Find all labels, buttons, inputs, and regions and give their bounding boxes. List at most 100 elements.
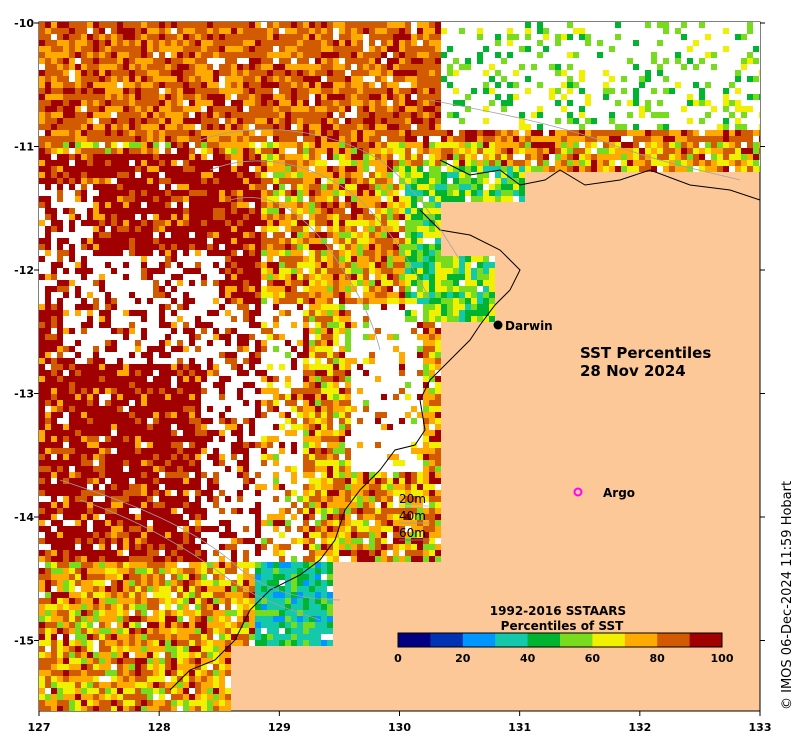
sst-cell	[597, 100, 603, 106]
sst-cell	[363, 136, 369, 142]
sst-cell	[375, 328, 381, 334]
sst-cell	[735, 58, 741, 64]
sst-cell	[171, 118, 177, 124]
sst-cell	[651, 142, 657, 148]
sst-cell	[543, 82, 549, 88]
sst-cell	[87, 58, 93, 64]
sst-cell	[501, 70, 507, 76]
sst-cell	[153, 184, 159, 190]
sst-cell	[243, 322, 249, 328]
sst-cell	[213, 238, 219, 244]
sst-cell	[549, 46, 555, 52]
sst-cell	[417, 148, 423, 154]
sst-cell	[663, 88, 669, 94]
sst-cell	[627, 160, 633, 166]
sst-cell	[69, 208, 75, 214]
sst-cell	[387, 190, 393, 196]
sst-cell	[303, 58, 309, 64]
sst-cell	[453, 160, 459, 166]
sst-cell	[285, 76, 291, 82]
sst-cell	[249, 292, 255, 298]
sst-cell	[111, 322, 117, 328]
sst-cell	[327, 250, 333, 256]
sst-cell	[435, 322, 441, 328]
sst-cell	[159, 190, 165, 196]
sst-cell	[315, 196, 321, 202]
sst-cell	[189, 316, 195, 322]
sst-cell	[117, 124, 123, 130]
sst-cell	[267, 40, 273, 46]
sst-cell	[369, 118, 375, 124]
sst-cell	[753, 142, 759, 148]
sst-cell	[327, 148, 333, 154]
sst-cell	[255, 328, 261, 334]
sst-cell	[477, 70, 483, 76]
sst-cell	[381, 262, 387, 268]
sst-cell	[477, 136, 483, 142]
sst-cell	[477, 316, 483, 322]
sst-cell	[381, 154, 387, 160]
sst-cell	[243, 172, 249, 178]
sst-cell	[345, 310, 351, 316]
sst-cell	[345, 118, 351, 124]
sst-cell	[291, 112, 297, 118]
sst-cell	[615, 34, 621, 40]
sst-cell	[207, 208, 213, 214]
sst-cell	[321, 76, 327, 82]
sst-cell	[405, 214, 411, 220]
sst-cell	[339, 142, 345, 148]
sst-cell	[273, 262, 279, 268]
sst-cell	[231, 250, 237, 256]
sst-cell	[237, 52, 243, 58]
sst-cell	[249, 316, 255, 322]
sst-cell	[327, 142, 333, 148]
sst-cell	[603, 142, 609, 148]
sst-cell	[441, 268, 447, 274]
sst-cell	[615, 112, 621, 118]
sst-cell	[105, 190, 111, 196]
sst-cell	[159, 148, 165, 154]
sst-cell	[285, 298, 291, 304]
sst-cell	[153, 214, 159, 220]
sst-cell	[693, 40, 699, 46]
sst-cell	[99, 22, 105, 28]
sst-cell	[483, 106, 489, 112]
sst-cell	[399, 268, 405, 274]
sst-cell	[501, 46, 507, 52]
sst-cell	[327, 310, 333, 316]
sst-cell	[759, 130, 760, 136]
sst-cell	[321, 244, 327, 250]
sst-cell	[285, 220, 291, 226]
sst-cell	[447, 82, 453, 88]
sst-cell	[459, 292, 465, 298]
sst-cell	[405, 226, 411, 232]
sst-cell	[285, 124, 291, 130]
sst-cell	[339, 172, 345, 178]
sst-cell	[555, 142, 561, 148]
sst-cell	[147, 286, 153, 292]
sst-cell	[249, 226, 255, 232]
sst-cell	[597, 166, 603, 172]
sst-cell	[303, 94, 309, 100]
sst-cell	[177, 298, 183, 304]
sst-cell	[63, 112, 69, 118]
sst-cell	[681, 40, 687, 46]
sst-cell	[441, 64, 447, 70]
sst-cell	[369, 256, 375, 262]
sst-cell	[39, 196, 45, 202]
sst-cell	[561, 148, 567, 154]
sst-cell	[279, 52, 285, 58]
sst-cell	[153, 28, 159, 34]
sst-cell	[171, 256, 177, 262]
sst-cell	[375, 304, 381, 310]
sst-cell	[249, 166, 255, 172]
sst-cell	[141, 214, 147, 220]
sst-cell	[195, 316, 201, 322]
sst-cell	[645, 76, 651, 82]
sst-cell	[177, 76, 183, 82]
sst-cell	[387, 214, 393, 220]
sst-cell	[465, 298, 471, 304]
sst-cell	[351, 160, 357, 166]
sst-cell	[417, 118, 423, 124]
sst-cell	[87, 298, 93, 304]
